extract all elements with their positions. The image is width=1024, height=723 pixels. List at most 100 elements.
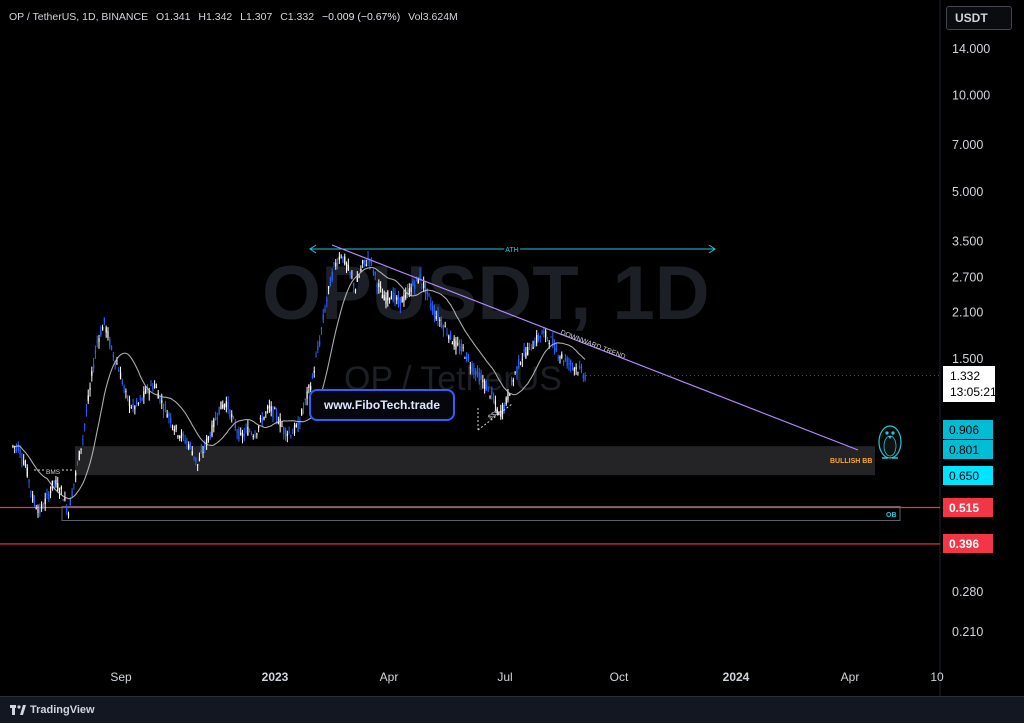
candle-body: [173, 428, 175, 432]
candle-body: [136, 400, 138, 405]
candle-body: [12, 445, 14, 447]
candle-body: [552, 338, 554, 346]
candle-body: [557, 357, 559, 359]
candle-body: [579, 365, 581, 369]
candle-body: [553, 342, 556, 353]
candle-body: [279, 418, 281, 427]
candle-body: [268, 405, 271, 408]
candle-body: [354, 289, 357, 292]
candle-body: [231, 414, 233, 418]
candle-body: [119, 372, 122, 380]
candle-body: [46, 493, 48, 495]
candle-body: [442, 325, 445, 331]
candle-body: [207, 436, 210, 440]
candle-body: [568, 363, 570, 365]
candle-body: [566, 358, 568, 366]
candle-body: [195, 457, 197, 463]
candle-body: [559, 357, 561, 359]
candle-body: [448, 335, 450, 340]
candle-body: [128, 399, 131, 407]
ath-arrow-left: [309, 244, 317, 254]
candle-body: [498, 411, 500, 414]
candle-body: [580, 366, 583, 371]
x-tick-label: 2024: [723, 670, 750, 684]
candle-body: [322, 314, 324, 321]
candle-body: [37, 509, 39, 514]
candle-body: [457, 343, 459, 345]
candle-body: [143, 391, 145, 398]
candle-body: [245, 428, 247, 430]
candle-body: [175, 425, 177, 430]
candle-body: [399, 297, 401, 307]
candle-body: [335, 262, 337, 267]
candle-body: [396, 296, 398, 301]
candle-body: [534, 340, 536, 346]
candle-body: [313, 370, 315, 373]
candle-body: [236, 431, 238, 433]
price-chart[interactable]: 14.000 10.000 7.000 5.000 3.500 2.700 2.100 1.5…: [0, 0, 1024, 696]
candle-body: [118, 369, 120, 372]
candle-body: [177, 435, 179, 437]
candle-body: [227, 402, 229, 410]
candle-body: [482, 380, 484, 383]
candle-body: [288, 431, 290, 433]
candle-body: [266, 407, 269, 409]
y-tick-label: 2.100: [952, 305, 983, 319]
candle-body: [478, 373, 480, 382]
y-tick-label: 2.700: [952, 270, 983, 284]
candle-body: [473, 367, 475, 373]
candle-body: [374, 272, 376, 275]
candle-body: [159, 396, 161, 402]
candle-body: [439, 319, 441, 322]
candle-body: [333, 262, 335, 265]
candle-body: [356, 277, 358, 282]
candle-body: [340, 256, 342, 258]
price-tag-0906: 0.906: [943, 420, 993, 439]
candle-body: [414, 284, 416, 289]
candle-body: [57, 483, 59, 491]
ob-label: OB: [886, 512, 897, 519]
candle-body: [125, 391, 127, 393]
candle-body: [162, 409, 165, 411]
candle-body: [516, 366, 518, 374]
candle-body: [351, 276, 353, 278]
candle-body: [378, 283, 380, 288]
ath-arrow-right: [708, 244, 716, 254]
candle-body: [532, 346, 534, 350]
candle-body: [311, 374, 314, 379]
candle-body: [358, 275, 360, 278]
tradingview-logo[interactable]: TradingView: [10, 704, 95, 716]
candle-body: [53, 480, 55, 483]
candle-body: [392, 291, 394, 302]
candle-body: [537, 335, 540, 340]
candle-body: [60, 486, 62, 490]
currency-button[interactable]: USDT: [946, 6, 1012, 30]
candle-body: [152, 386, 154, 390]
x-tick-label: Oct: [610, 670, 629, 684]
candle-body: [55, 479, 57, 485]
footer-bar: TradingView: [0, 696, 1024, 723]
candle-body: [385, 297, 387, 304]
candle-body: [270, 406, 272, 412]
candle-body: [376, 284, 378, 289]
candle-body: [191, 451, 193, 456]
candle-body: [28, 480, 30, 483]
volume-value: Vol3.624M: [408, 11, 458, 23]
candle-body: [550, 336, 552, 338]
candle-body: [525, 352, 527, 358]
x-tick-label: Apr: [841, 670, 860, 684]
candle-body: [265, 412, 267, 414]
candle-body: [543, 331, 545, 333]
candle-body: [369, 259, 371, 264]
candle-body: [536, 334, 538, 344]
candle-body: [571, 365, 574, 367]
bms-label: BMS: [46, 469, 61, 476]
candle-body: [250, 433, 253, 435]
candle-body: [32, 494, 34, 502]
tradingview-label: TradingView: [30, 704, 95, 716]
bullish-bb-label: BULLISH BB: [830, 458, 872, 465]
ob-zone: [61, 505, 901, 521]
candle-body: [92, 364, 95, 369]
candle-body: [179, 435, 181, 439]
